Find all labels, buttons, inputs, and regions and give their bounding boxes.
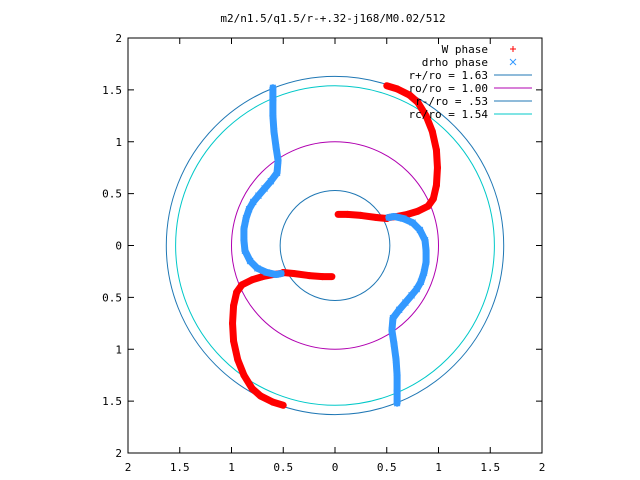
circle-0 bbox=[165, 75, 505, 416]
legend-item-circle-3: rc/ro = 1.54 bbox=[409, 108, 532, 121]
circles-layer bbox=[165, 75, 505, 416]
chart-title: m2/n1.5/q1.5/r-+.32-j168/M0.02/512 bbox=[220, 12, 445, 25]
x-tick-label-1: 1.5 bbox=[170, 461, 190, 474]
legend-marker-series-1 bbox=[509, 58, 517, 66]
circle-2 bbox=[279, 190, 391, 301]
x-tick-label-0: 2 bbox=[125, 461, 132, 474]
y-tick-label-3: 0.5 bbox=[102, 188, 122, 201]
legend-label-series-1: drho phase bbox=[422, 56, 488, 69]
point-0-19 bbox=[335, 211, 342, 218]
x-tick-label-8: 2 bbox=[539, 461, 546, 474]
y-tick-label-5: 0.5 bbox=[102, 291, 122, 304]
legend-item-series-1: drho phase bbox=[422, 56, 517, 69]
ticks-layer: 2 1.5 1 0.5 0 0.5 1 1.5 221.510.500.511.52 bbox=[102, 32, 545, 474]
x-tick-label-5: 0.5 bbox=[377, 461, 397, 474]
legend-label-circle-0: r+/ro = 1.63 bbox=[409, 69, 488, 82]
legend-label-circle-2: r-/ro = .53 bbox=[415, 95, 488, 108]
legend-marker-series-0 bbox=[510, 46, 516, 52]
y-tick-label-6: 1 bbox=[115, 343, 122, 356]
legend-item-circle-1: ro/ro = 1.00 bbox=[409, 82, 532, 95]
series-1 bbox=[240, 84, 430, 407]
series-0 bbox=[229, 82, 441, 409]
legend-item-circle-0: r+/ro = 1.63 bbox=[409, 69, 532, 82]
y-tick-label-1: 1.5 bbox=[102, 84, 122, 97]
circle-3 bbox=[175, 85, 495, 406]
y-tick-label-7: 1.5 bbox=[102, 395, 122, 408]
legend-label-circle-3: rc/ro = 1.54 bbox=[409, 108, 489, 121]
x-tick-label-7: 1.5 bbox=[480, 461, 500, 474]
y-tick-label-0: 2 bbox=[115, 32, 122, 45]
x-tick-label-4: 0 bbox=[332, 461, 339, 474]
x-tick-label-6: 1 bbox=[435, 461, 442, 474]
y-tick-label-2: 1 bbox=[115, 136, 122, 149]
legend-label-series-0: W phase bbox=[442, 43, 488, 56]
point-1-20 bbox=[277, 270, 285, 277]
y-tick-label-4: 0 bbox=[115, 240, 122, 253]
y-tick-label-8: 2 bbox=[115, 447, 122, 460]
point-0-39 bbox=[328, 273, 335, 280]
legend-label-circle-1: ro/ro = 1.00 bbox=[409, 82, 488, 95]
x-tick-label-2: 1 bbox=[228, 461, 235, 474]
point-1-41 bbox=[385, 214, 393, 221]
circle-1 bbox=[231, 141, 439, 350]
series-layer bbox=[229, 82, 441, 409]
legend-item-series-0: W phase bbox=[442, 43, 516, 56]
legend-item-circle-2: r-/ro = .53 bbox=[415, 95, 532, 108]
x-tick-label-3: 0.5 bbox=[273, 461, 293, 474]
